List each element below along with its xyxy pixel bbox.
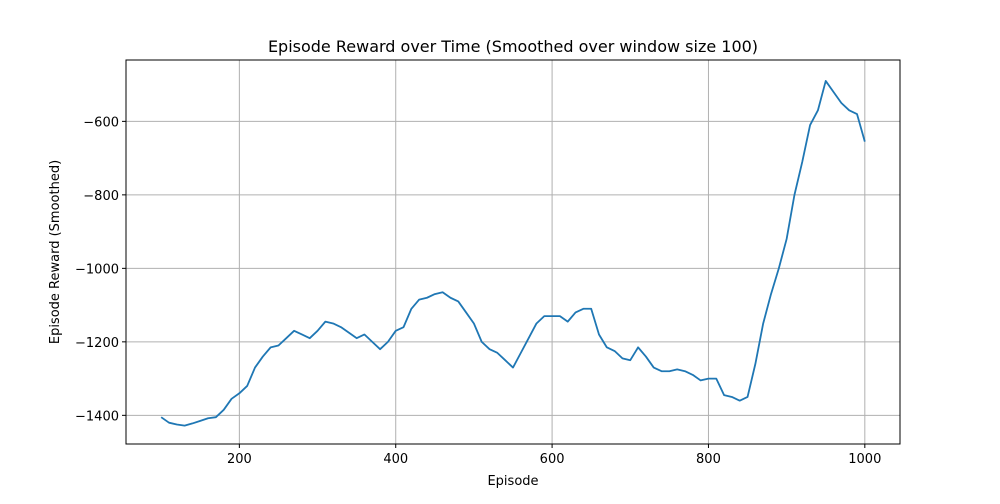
x-tick-label: 200 — [227, 452, 252, 467]
y-tick-label: −800 — [83, 189, 119, 204]
x-tick-label: 1000 — [848, 452, 881, 467]
y-axis-label: Episode Reward (Smoothed) — [48, 160, 63, 344]
y-tick-label: −600 — [83, 115, 119, 130]
y-tick-label: −1200 — [75, 336, 119, 351]
y-tick-label: −1000 — [75, 262, 119, 277]
y-tick-label: −1400 — [75, 409, 119, 424]
x-tick-label: 800 — [696, 452, 721, 467]
plot-frame — [125, 59, 901, 445]
x-tick-label: 600 — [540, 452, 565, 467]
x-tick-label: 400 — [383, 452, 408, 467]
line-series — [160, 80, 866, 427]
x-axis-label: Episode — [487, 474, 538, 489]
chart-title: Episode Reward over Time (Smoothed over … — [268, 37, 758, 56]
